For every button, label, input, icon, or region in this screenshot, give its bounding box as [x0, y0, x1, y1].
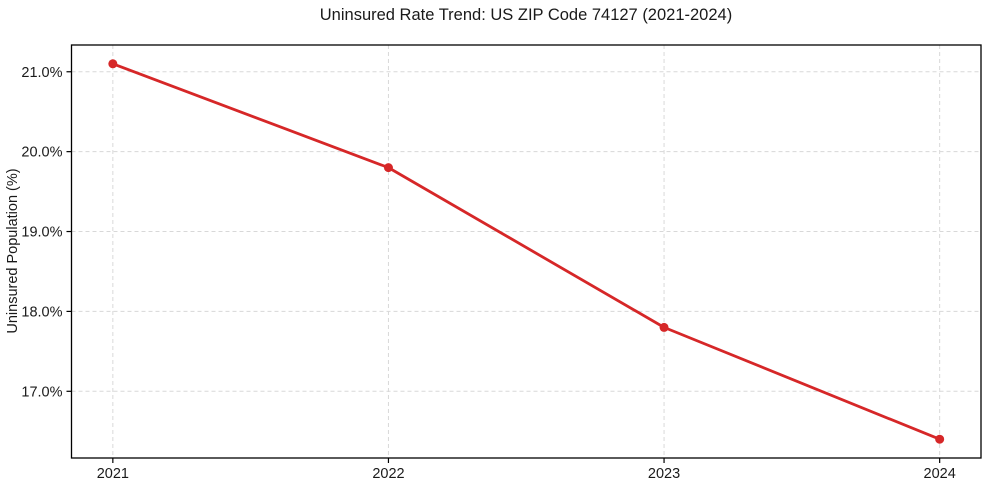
data-point-2022	[383, 163, 393, 173]
y-tick-label: 21.0%	[21, 65, 62, 81]
x-tick-label: 2022	[372, 466, 404, 482]
data-point-2021	[108, 59, 118, 69]
x-tick-label: 2024	[924, 466, 956, 482]
y-tick-label: 18.0%	[21, 304, 62, 320]
y-tick-label: 20.0%	[21, 145, 62, 161]
x-tick-label: 2021	[97, 466, 129, 482]
data-point-2023	[659, 322, 669, 332]
y-tick-label: 19.0%	[21, 225, 62, 241]
chart-title: Uninsured Rate Trend: US ZIP Code 74127 …	[319, 6, 733, 24]
trend-line	[111, 62, 942, 441]
plot-border	[70, 44, 982, 459]
y-tick-label: 17.0%	[21, 384, 62, 400]
x-tick-label: 2023	[648, 466, 680, 482]
data-point-2024	[935, 434, 945, 444]
